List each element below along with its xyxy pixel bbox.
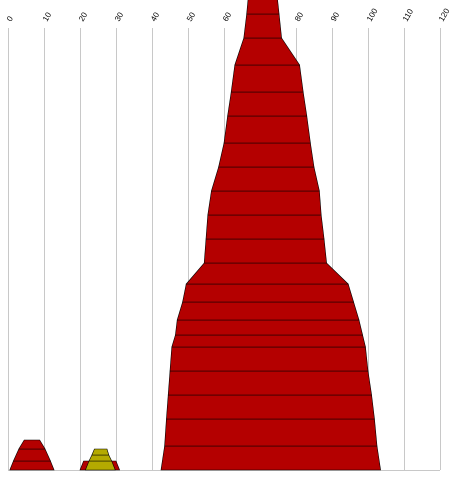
band-2-2 (91, 448, 110, 456)
x-tick-label-100: 100 (365, 6, 380, 23)
x-tick-label-50: 50 (185, 10, 198, 23)
grid-layer (8, 28, 441, 471)
band-3-11 (205, 214, 325, 240)
shape-2 (84, 448, 116, 471)
band-0-0 (9, 460, 55, 471)
x-tick-label-30: 30 (113, 10, 126, 23)
band-2-1 (88, 454, 113, 462)
x-tick-label-20: 20 (77, 10, 90, 23)
band-3-16 (227, 91, 308, 117)
band-3-20 (246, 0, 280, 15)
band-3-17 (230, 64, 304, 93)
band-3-4 (169, 346, 369, 372)
band-3-15 (223, 115, 311, 144)
band-3-19 (243, 13, 282, 39)
band-3-8 (182, 283, 355, 303)
x-tick-label-90: 90 (329, 10, 342, 23)
x-tick-label-80: 80 (293, 10, 306, 23)
band-3-2 (166, 394, 375, 420)
x-tick-label-60: 60 (221, 10, 234, 23)
band-0-1 (12, 448, 51, 462)
shape-0 (9, 439, 55, 471)
band-3-14 (218, 142, 315, 168)
band-3-13 (210, 166, 320, 192)
band-3-3 (167, 370, 372, 396)
band-0-2 (18, 439, 46, 450)
band-3-12 (207, 190, 322, 216)
x-axis-tick-labels: 0102030405060708090100110120 (5, 6, 452, 23)
band-3-7 (176, 301, 360, 321)
x-tick-label-10: 10 (41, 10, 54, 23)
band-3-0 (160, 445, 381, 471)
plot-area (9, 0, 381, 471)
x-tick-label-40: 40 (149, 10, 162, 23)
band-3-1 (164, 418, 378, 447)
band-3-9 (185, 262, 349, 285)
shape-3 (160, 0, 381, 471)
band-3-10 (203, 238, 327, 264)
x-tick-label-120: 120 (437, 6, 452, 23)
band-3-5 (171, 334, 366, 348)
band-3-6 (175, 319, 363, 336)
band-2-0 (84, 460, 116, 471)
band-3-18 (234, 37, 301, 66)
x-tick-label-0: 0 (5, 14, 15, 23)
x-tick-label-110: 110 (401, 7, 415, 23)
